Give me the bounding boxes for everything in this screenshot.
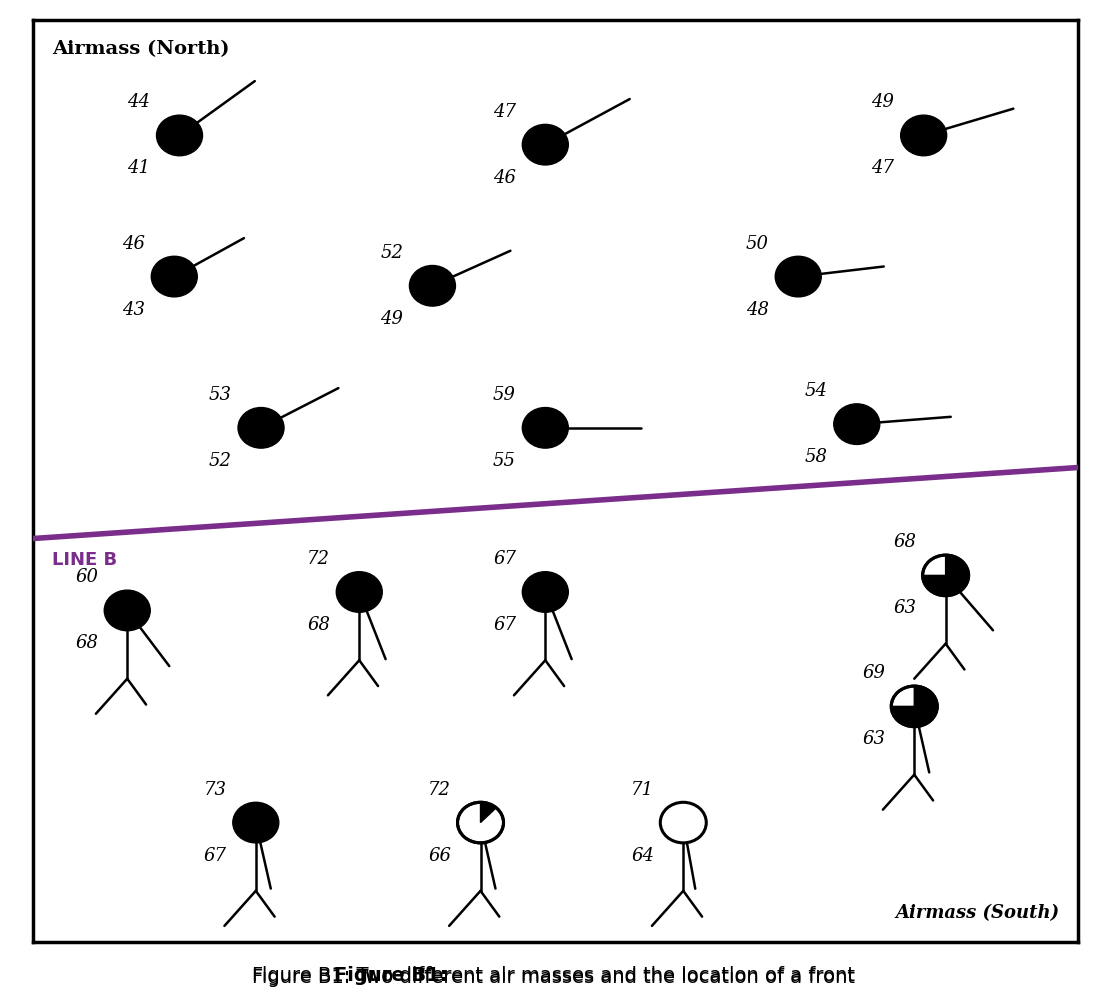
- Text: 43: 43: [122, 300, 145, 319]
- Text: 46: 46: [122, 235, 145, 253]
- Text: 68: 68: [894, 533, 917, 551]
- Text: Figure B1:: Figure B1:: [334, 967, 448, 985]
- Circle shape: [522, 124, 568, 165]
- Wedge shape: [922, 555, 969, 596]
- Text: 58: 58: [804, 449, 827, 466]
- Circle shape: [834, 404, 879, 445]
- Circle shape: [900, 115, 947, 156]
- Text: Airmass (North): Airmass (North): [52, 40, 229, 58]
- Text: 49: 49: [380, 309, 404, 328]
- Circle shape: [409, 265, 456, 306]
- Circle shape: [522, 407, 568, 449]
- Text: 44: 44: [127, 94, 150, 112]
- Text: 60: 60: [75, 569, 98, 587]
- Text: 67: 67: [493, 616, 517, 634]
- Circle shape: [458, 802, 503, 843]
- Text: 52: 52: [380, 244, 404, 262]
- Circle shape: [232, 802, 279, 843]
- Text: 68: 68: [75, 634, 98, 652]
- Text: 50: 50: [745, 235, 769, 253]
- Text: 41: 41: [127, 159, 150, 177]
- Wedge shape: [891, 686, 937, 727]
- Circle shape: [891, 686, 937, 727]
- Text: 52: 52: [209, 452, 232, 470]
- Text: 49: 49: [872, 94, 895, 112]
- Circle shape: [922, 555, 969, 596]
- Wedge shape: [480, 802, 497, 823]
- Text: 63: 63: [862, 731, 885, 748]
- Text: 67: 67: [204, 847, 227, 865]
- Text: 67: 67: [493, 550, 517, 569]
- Circle shape: [104, 590, 150, 631]
- Text: 53: 53: [209, 386, 232, 404]
- Text: 69: 69: [862, 664, 885, 682]
- Text: 54: 54: [804, 382, 827, 400]
- Circle shape: [157, 115, 202, 156]
- Text: 48: 48: [745, 300, 769, 319]
- Text: Airmass (South): Airmass (South): [896, 904, 1060, 922]
- Text: 47: 47: [493, 103, 517, 121]
- Text: 64: 64: [632, 847, 654, 865]
- Circle shape: [152, 256, 197, 296]
- Text: 68: 68: [307, 616, 330, 634]
- Text: 55: 55: [493, 452, 517, 470]
- Text: 46: 46: [493, 168, 517, 186]
- Text: 72: 72: [428, 780, 451, 798]
- Text: 47: 47: [872, 159, 895, 177]
- Text: LINE B: LINE B: [52, 551, 117, 570]
- Text: 71: 71: [632, 780, 654, 798]
- Text: 59: 59: [493, 386, 517, 404]
- Circle shape: [336, 572, 383, 612]
- Text: 66: 66: [428, 847, 451, 865]
- Text: Figure B1: Two different air masses and the location of a front: Figure B1: Two different air masses and …: [251, 967, 855, 985]
- Text: 73: 73: [204, 780, 227, 798]
- Text: 63: 63: [894, 600, 917, 617]
- Circle shape: [522, 572, 568, 612]
- Text: 72: 72: [307, 550, 330, 569]
- Text: Figure B1: Two different air masses and the location of a front: Figure B1: Two different air masses and …: [209, 969, 897, 987]
- Circle shape: [238, 407, 284, 449]
- Circle shape: [775, 256, 822, 296]
- Text: Figure B1: Two different air masses and the location of a front: Figure B1: Two different air masses and …: [251, 969, 855, 987]
